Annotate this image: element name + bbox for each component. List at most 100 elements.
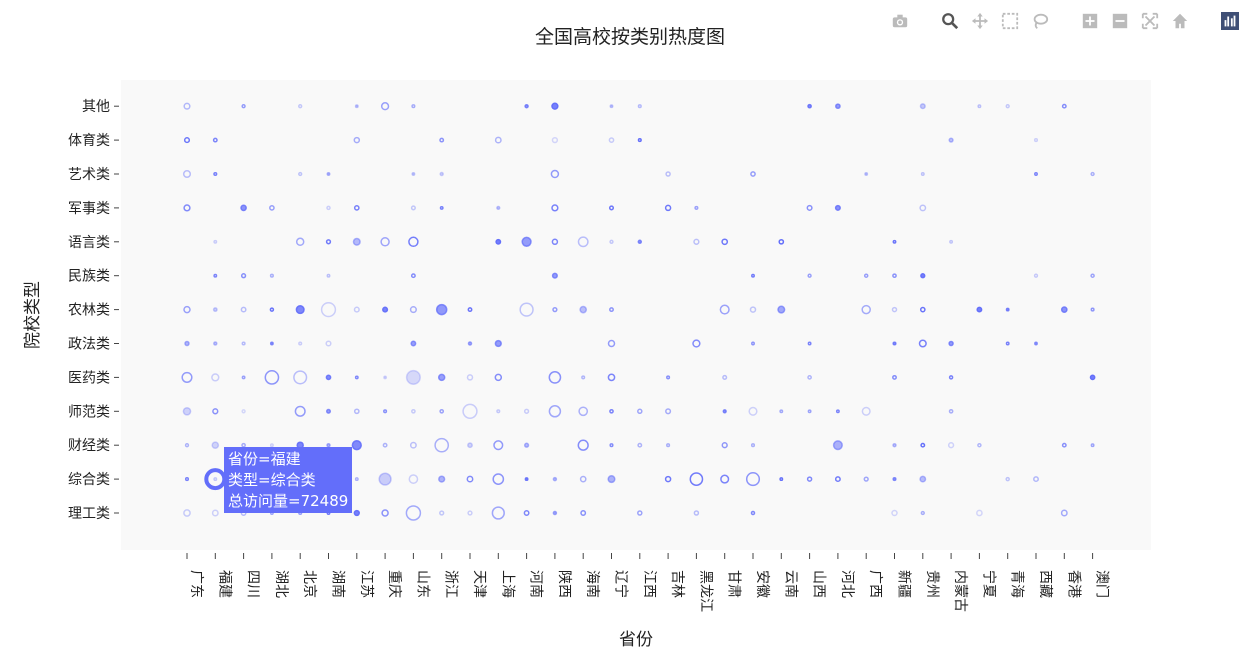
home-icon[interactable] — [1168, 10, 1192, 32]
data-point[interactable] — [918, 339, 927, 348]
data-point[interactable] — [383, 409, 388, 414]
data-point[interactable] — [183, 102, 191, 110]
data-point[interactable] — [293, 370, 308, 385]
data-point[interactable] — [722, 409, 727, 414]
data-point[interactable] — [326, 273, 331, 278]
data-point[interactable] — [1005, 104, 1010, 109]
data-point[interactable] — [439, 171, 444, 177]
data-point[interactable] — [439, 137, 445, 143]
data-point[interactable] — [863, 273, 869, 278]
data-point[interactable] — [182, 169, 192, 179]
lasso-icon[interactable] — [1028, 10, 1052, 32]
data-point[interactable] — [1005, 307, 1010, 312]
data-point[interactable] — [241, 375, 246, 380]
data-point[interactable] — [439, 205, 444, 210]
data-point[interactable] — [919, 103, 926, 110]
data-point[interactable] — [353, 509, 360, 517]
data-point[interactable] — [892, 477, 897, 482]
data-point[interactable] — [892, 239, 897, 244]
data-point[interactable] — [437, 373, 446, 382]
zoom-in-icon[interactable] — [1078, 10, 1102, 32]
data-point[interactable] — [665, 171, 671, 177]
data-point[interactable] — [892, 273, 897, 279]
data-point[interactable] — [664, 204, 672, 212]
data-point[interactable] — [241, 409, 246, 414]
data-point[interactable] — [551, 102, 559, 110]
data-point[interactable] — [494, 136, 502, 144]
data-point[interactable] — [552, 476, 558, 482]
data-point[interactable] — [211, 509, 219, 517]
data-point[interactable] — [834, 476, 841, 483]
data-point[interactable] — [722, 374, 728, 380]
data-point[interactable] — [892, 341, 897, 346]
data-point[interactable] — [745, 472, 761, 487]
data-point[interactable] — [1061, 103, 1067, 109]
data-point[interactable] — [240, 204, 247, 212]
data-point[interactable] — [949, 239, 954, 244]
data-point[interactable] — [948, 408, 954, 414]
data-point[interactable] — [213, 477, 218, 482]
data-point[interactable] — [749, 306, 757, 313]
data-point[interactable] — [693, 238, 700, 245]
data-point[interactable] — [298, 171, 303, 177]
data-point[interactable] — [806, 204, 813, 211]
data-point[interactable] — [411, 408, 416, 414]
data-point[interactable] — [467, 510, 473, 516]
data-point[interactable] — [183, 204, 191, 212]
data-point[interactable] — [1033, 273, 1039, 278]
data-point[interactable] — [892, 374, 897, 380]
data-point[interactable] — [1005, 341, 1010, 346]
data-point[interactable] — [1090, 443, 1095, 448]
data-point[interactable] — [919, 475, 927, 483]
data-point[interactable] — [864, 172, 869, 176]
data-point[interactable] — [577, 236, 589, 248]
data-point[interactable] — [637, 510, 643, 516]
data-point[interactable] — [466, 475, 474, 483]
data-point[interactable] — [213, 341, 218, 346]
data-point[interactable] — [609, 239, 614, 244]
data-point[interactable] — [751, 341, 755, 346]
data-point[interactable] — [637, 442, 643, 448]
data-point[interactable] — [581, 375, 586, 380]
data-point[interactable] — [496, 205, 501, 211]
data-point[interactable] — [381, 509, 389, 517]
data-point[interactable] — [751, 273, 755, 278]
data-point[interactable] — [352, 237, 361, 246]
data-point[interactable] — [493, 440, 504, 451]
data-point[interactable] — [920, 273, 926, 279]
data-point[interactable] — [607, 475, 616, 484]
data-point[interactable] — [241, 104, 246, 109]
data-point[interactable] — [184, 443, 190, 448]
data-point[interactable] — [435, 303, 448, 316]
data-point[interactable] — [524, 103, 529, 109]
data-point[interactable] — [550, 169, 560, 179]
data-point[interactable] — [637, 138, 642, 143]
data-point[interactable] — [354, 477, 359, 482]
data-point[interactable] — [408, 236, 419, 248]
data-point[interactable] — [1033, 476, 1039, 483]
data-point[interactable] — [181, 371, 193, 383]
data-point[interactable] — [410, 273, 416, 279]
data-point[interactable] — [240, 273, 247, 279]
data-point[interactable] — [920, 172, 925, 176]
data-point[interactable] — [264, 370, 280, 385]
data-point[interactable] — [1089, 374, 1096, 381]
data-point[interactable] — [212, 408, 219, 415]
data-point[interactable] — [184, 477, 190, 482]
data-point[interactable] — [1033, 138, 1039, 143]
data-point[interactable] — [380, 102, 390, 111]
data-point[interactable] — [607, 339, 616, 348]
data-point[interactable] — [467, 341, 473, 346]
data-point[interactable] — [835, 103, 841, 110]
data-point[interactable] — [183, 509, 191, 517]
data-point[interactable] — [750, 443, 756, 448]
data-point[interactable] — [861, 304, 871, 315]
data-point[interactable] — [462, 403, 478, 419]
data-point[interactable] — [409, 306, 417, 314]
data-point[interactable] — [666, 375, 671, 380]
data-point[interactable] — [807, 409, 812, 414]
data-point[interactable] — [410, 205, 416, 211]
data-point[interactable] — [298, 104, 303, 109]
data-point[interactable] — [183, 137, 191, 144]
